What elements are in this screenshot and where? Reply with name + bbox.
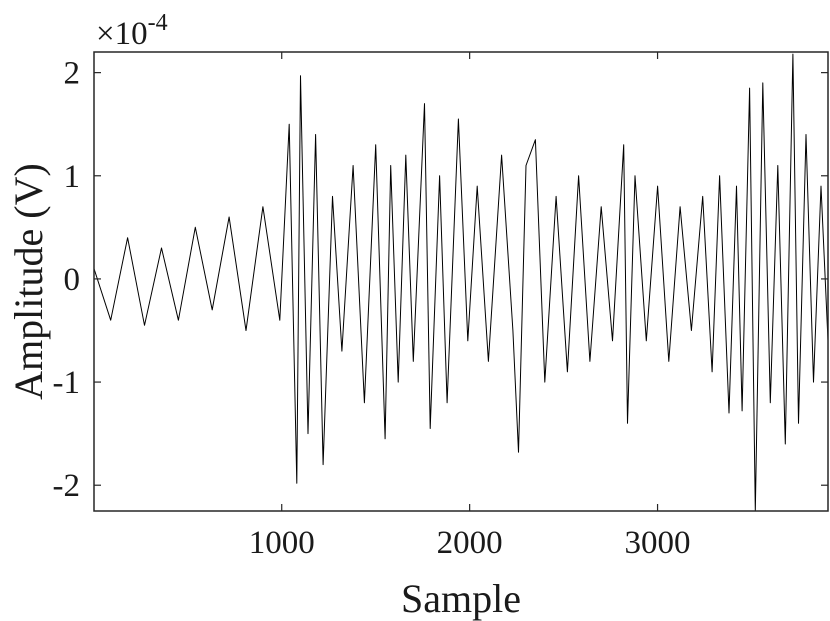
y-tick-label: -2 [53,468,81,504]
x-axis-label: Sample [401,576,521,621]
plot-area [93,53,829,512]
y-tick-label: -1 [53,365,81,401]
x-tick-label: 1000 [249,525,315,561]
x-tick-label: 2000 [437,525,503,561]
y-axis-label: Amplitude (V) [6,163,51,400]
y-tick-label: 1 [64,159,81,195]
y-axis-exponent-base: ×10 [96,16,148,52]
x-tick-label: 3000 [625,525,691,561]
series-line-1 [93,53,829,512]
y-axis-exponent: ×10-4 [96,10,168,52]
y-tick-label: 0 [64,262,81,298]
y-tick-label: 2 [64,56,81,92]
plot-frame [93,51,829,512]
axis-ticks: 1000 2000 3000 2 1 0 -1 -2 [53,52,828,561]
y-axis-exponent-power: -4 [148,10,168,36]
